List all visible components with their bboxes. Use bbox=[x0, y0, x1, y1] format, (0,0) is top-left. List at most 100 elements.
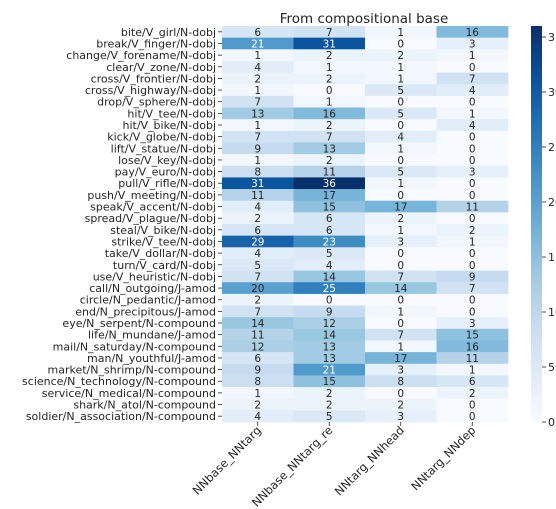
cell-value-label: 0 bbox=[326, 85, 333, 97]
heatmap-cell bbox=[222, 212, 294, 225]
heatmap-cell bbox=[293, 84, 366, 97]
cell-value-label: 0 bbox=[469, 97, 476, 109]
cell-value-label: 0 bbox=[397, 155, 404, 167]
cell-value-label: 1 bbox=[397, 143, 404, 155]
cell-value-label: 16 bbox=[466, 341, 480, 353]
heatmap-cell bbox=[436, 26, 509, 39]
heatmap-cell bbox=[436, 189, 509, 202]
heatmap-cell bbox=[293, 282, 366, 295]
y-tick-label: cross/V_highway/N-dobj bbox=[85, 84, 216, 97]
cell-value-label: 0 bbox=[469, 178, 476, 190]
cell-value-label: 1 bbox=[397, 225, 404, 237]
cell-value-label: 21 bbox=[251, 38, 264, 50]
heatmap-cell bbox=[365, 282, 437, 295]
cell-value-label: 6 bbox=[254, 27, 261, 39]
heatmap-cell bbox=[365, 49, 437, 62]
colorbar-tick-label: 0 bbox=[548, 416, 555, 429]
cell-value-label: 3 bbox=[469, 318, 476, 330]
cell-value-label: 9 bbox=[326, 306, 333, 318]
cell-value-label: 2 bbox=[397, 50, 404, 62]
heatmap-cell bbox=[222, 340, 294, 353]
heatmap-cell bbox=[365, 84, 437, 97]
heatmap-cell bbox=[293, 95, 366, 108]
colorbar-gradient bbox=[531, 26, 542, 422]
heatmap-cell bbox=[365, 317, 437, 330]
cell-value-label: 0 bbox=[469, 190, 476, 202]
chart-title: From compositional base bbox=[280, 11, 449, 27]
cell-value-label: 7 bbox=[326, 132, 333, 144]
y-axis-labels: bite/V_girl/N-dobjbreak/V_finger/N-dobjc… bbox=[22, 26, 222, 423]
y-tick-label: pull/V_rifle/N-dobj bbox=[118, 177, 216, 190]
cell-value-label: 0 bbox=[469, 260, 476, 272]
x-tick-label: NNtarg_NNhead bbox=[332, 423, 407, 498]
heatmap-cell bbox=[222, 224, 294, 237]
cell-value-label: 14 bbox=[251, 318, 265, 330]
cell-value-label: 7 bbox=[469, 73, 476, 85]
cell-value-label: 4 bbox=[397, 132, 404, 144]
heatmap-cell bbox=[365, 189, 437, 202]
y-tick-label: market/N_shrimp/N-compound bbox=[48, 364, 217, 377]
cell-value-label: 0 bbox=[397, 190, 404, 202]
cell-value-label: 4 bbox=[254, 411, 261, 423]
y-tick-label: break/V_finger/N-dobj bbox=[96, 37, 216, 50]
heatmap-cell bbox=[436, 142, 509, 155]
colorbar-tick-label: 15 bbox=[548, 251, 556, 264]
y-tick-label: bite/V_girl/N-dobj bbox=[121, 26, 216, 39]
x-tick-label: NNbase_NNtarg_re bbox=[249, 423, 335, 509]
heatmap-cell bbox=[222, 60, 294, 73]
cell-value-label: 7 bbox=[254, 306, 261, 318]
cell-value-label: 23 bbox=[323, 236, 336, 248]
cell-value-label: 1 bbox=[254, 120, 261, 132]
colorbar-tick-label: 20 bbox=[548, 196, 556, 209]
cell-value-label: 7 bbox=[326, 27, 333, 39]
heatmap-cell bbox=[222, 328, 294, 341]
cell-value-label: 1 bbox=[469, 50, 476, 62]
heatmap-cell bbox=[365, 247, 437, 260]
cell-value-label: 12 bbox=[323, 318, 336, 330]
heatmap-cell bbox=[436, 363, 509, 376]
cell-value-label: 29 bbox=[251, 236, 264, 248]
heatmap-cell bbox=[365, 375, 437, 388]
cell-value-label: 5 bbox=[397, 108, 404, 120]
heatmap-cell bbox=[365, 37, 437, 50]
y-tick-label: circle/N_pedantic/J-amod bbox=[80, 294, 216, 307]
heatmap-cell bbox=[222, 247, 294, 260]
heatmap-cell bbox=[293, 72, 366, 85]
heatmap-cell bbox=[436, 84, 509, 97]
cell-value-label: 15 bbox=[466, 330, 479, 342]
cell-value-label: 16 bbox=[323, 108, 337, 120]
cell-value-label: 25 bbox=[323, 283, 336, 295]
heatmap-cell bbox=[436, 398, 509, 411]
heatmap-cell bbox=[365, 363, 437, 376]
cell-value-label: 15 bbox=[323, 202, 336, 214]
heatmap-cell bbox=[436, 60, 509, 73]
y-tick-label: take/V_dollar/N-dobj bbox=[105, 247, 216, 260]
heatmap-cell bbox=[365, 60, 437, 73]
cell-value-label: 7 bbox=[397, 330, 404, 342]
heatmap-cell bbox=[293, 142, 366, 155]
cell-value-label: 21 bbox=[323, 365, 336, 377]
heatmap-cell bbox=[365, 212, 437, 225]
heatmap-cell bbox=[222, 235, 294, 248]
y-tick-label: hit/V_bike/N-dobj bbox=[122, 119, 216, 132]
heatmap-cell bbox=[365, 130, 437, 143]
cell-value-label: 0 bbox=[397, 260, 404, 272]
y-tick-label: eye/N_serpent/N-compound bbox=[62, 317, 216, 330]
cell-value-label: 2 bbox=[326, 73, 333, 85]
cell-value-label: 7 bbox=[469, 283, 476, 295]
y-tick-label: clear/V_zone/N-dobj bbox=[106, 61, 216, 74]
heatmap-cell bbox=[436, 165, 509, 178]
cell-value-label: 7 bbox=[254, 271, 261, 283]
cell-value-label: 1 bbox=[326, 97, 333, 109]
colorbar-tick-label: 30 bbox=[548, 86, 556, 99]
cell-value-label: 14 bbox=[323, 330, 337, 342]
cell-value-label: 7 bbox=[254, 132, 261, 144]
y-tick-label: shark/N_atol/N-compound bbox=[73, 399, 216, 412]
cell-value-label: 0 bbox=[469, 411, 476, 423]
cell-value-label: 6 bbox=[469, 376, 476, 388]
heatmap-cell bbox=[436, 235, 509, 248]
cell-value-label: 4 bbox=[254, 248, 261, 260]
heatmap-cell bbox=[365, 387, 437, 400]
heatmap-cell bbox=[222, 410, 294, 423]
